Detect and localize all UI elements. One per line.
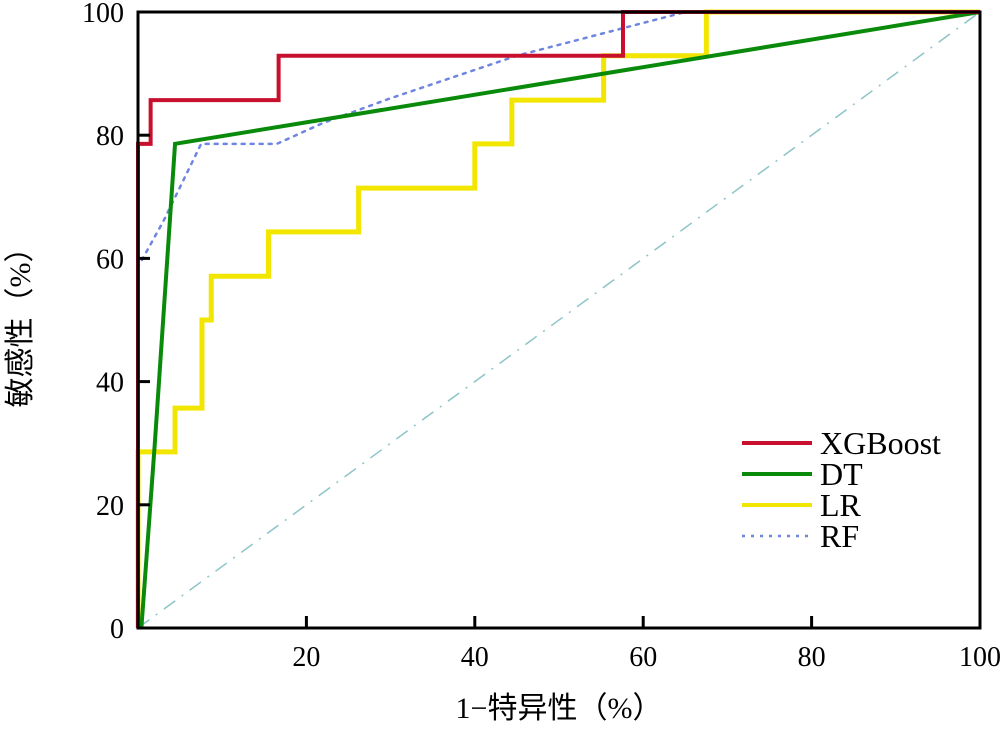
legend-label-dt: DT [820, 456, 863, 492]
legend-label-lr: LR [820, 487, 862, 523]
x-axis-label: 1−特异性（%） [456, 692, 663, 725]
y-tick-label: 100 [82, 0, 124, 29]
y-tick-label: 0 [110, 614, 124, 645]
series-line-lr [135, 9, 980, 628]
series-line-dt [139, 10, 981, 629]
x-tick-label: 100 [959, 642, 1000, 673]
x-tick-label: 80 [798, 642, 826, 673]
y-tick-label: 40 [96, 368, 124, 399]
x-tick-label: 40 [461, 642, 489, 673]
series-line-xgboost [136, 10, 980, 628]
plot-frame [136, 10, 982, 630]
y-tick-label: 60 [96, 244, 124, 275]
legend-label-xgboost: XGBoost [820, 425, 941, 461]
y-tick-label: 80 [96, 121, 124, 152]
y-axis-label: 敏感性（%） [4, 233, 37, 408]
x-tick-label: 20 [292, 642, 320, 673]
reference-diagonal-line [137, 11, 981, 629]
legend-label-rf: RF [820, 518, 859, 554]
x-tick-label: 60 [629, 642, 657, 673]
y-tick-label: 20 [96, 491, 124, 522]
series-line-rf [136, 10, 982, 630]
